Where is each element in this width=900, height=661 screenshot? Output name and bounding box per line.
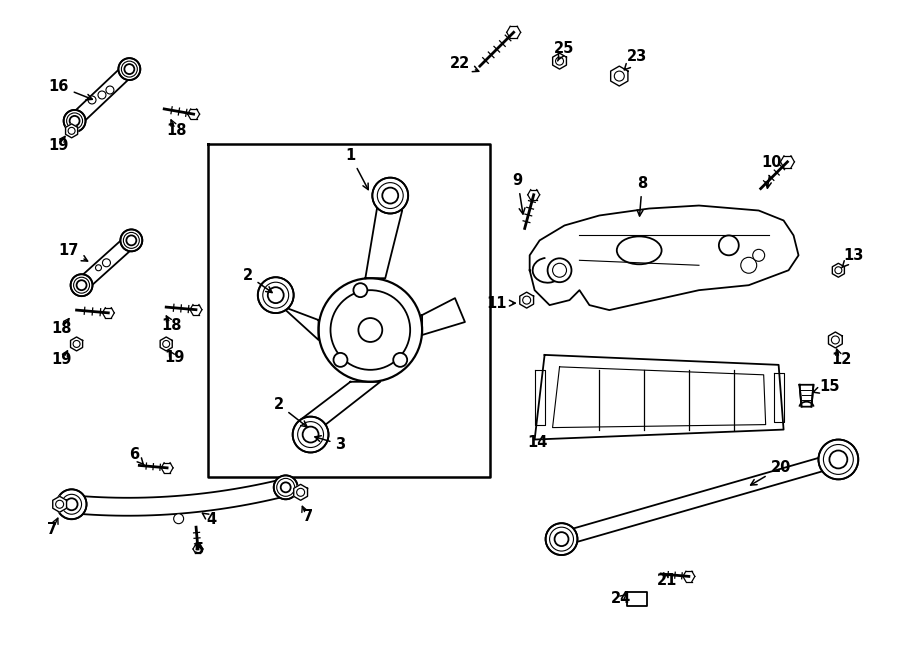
Circle shape (719, 235, 739, 255)
Text: 5: 5 (194, 541, 204, 557)
Text: 11: 11 (487, 295, 515, 311)
Circle shape (88, 96, 96, 104)
Polygon shape (560, 453, 841, 546)
Text: 18: 18 (166, 124, 186, 138)
Text: 17: 17 (58, 243, 87, 261)
Text: 12: 12 (832, 352, 851, 368)
Circle shape (95, 265, 102, 271)
Polygon shape (66, 124, 77, 137)
Polygon shape (553, 53, 566, 69)
Text: 22: 22 (450, 56, 479, 71)
Polygon shape (70, 64, 134, 126)
Text: 19: 19 (164, 350, 184, 366)
Circle shape (373, 178, 409, 214)
Polygon shape (76, 235, 136, 290)
Text: 2: 2 (274, 397, 307, 427)
Text: 9: 9 (513, 173, 525, 214)
Polygon shape (530, 206, 798, 310)
Text: 1: 1 (346, 148, 368, 190)
Text: 16: 16 (49, 79, 93, 100)
Text: 15: 15 (813, 379, 840, 394)
Text: 14: 14 (527, 435, 548, 450)
Circle shape (174, 514, 184, 524)
Circle shape (103, 259, 111, 267)
Circle shape (106, 86, 114, 94)
Polygon shape (422, 298, 465, 335)
Circle shape (119, 58, 140, 80)
Circle shape (98, 91, 106, 99)
Text: 7: 7 (302, 509, 312, 524)
Circle shape (64, 110, 86, 132)
Text: 25: 25 (554, 41, 575, 61)
Circle shape (121, 229, 142, 251)
Polygon shape (293, 485, 308, 500)
Polygon shape (301, 382, 381, 424)
Circle shape (752, 249, 765, 261)
Text: 18: 18 (51, 321, 72, 336)
Text: 10: 10 (761, 155, 782, 188)
Polygon shape (535, 355, 784, 440)
Text: 21: 21 (657, 574, 678, 588)
Circle shape (818, 440, 859, 479)
Polygon shape (799, 385, 814, 407)
Text: 4: 4 (202, 512, 216, 527)
Circle shape (547, 258, 572, 282)
Circle shape (393, 353, 407, 367)
Text: 18: 18 (161, 317, 182, 332)
Text: 13: 13 (842, 248, 863, 268)
Circle shape (334, 353, 347, 367)
Polygon shape (72, 479, 285, 516)
Circle shape (545, 524, 578, 555)
Polygon shape (365, 200, 402, 278)
Text: 24: 24 (611, 592, 632, 606)
Polygon shape (832, 263, 844, 277)
Text: 20: 20 (751, 460, 791, 485)
Circle shape (553, 263, 566, 277)
Polygon shape (520, 292, 534, 308)
Polygon shape (774, 373, 784, 422)
Text: 8: 8 (637, 176, 647, 216)
Circle shape (292, 416, 328, 453)
Circle shape (70, 274, 93, 296)
Polygon shape (266, 300, 319, 340)
Circle shape (354, 283, 367, 297)
Text: 7: 7 (47, 522, 57, 537)
Polygon shape (208, 144, 490, 477)
Polygon shape (627, 592, 647, 606)
Polygon shape (70, 337, 83, 351)
Circle shape (358, 318, 382, 342)
Polygon shape (535, 370, 544, 424)
Circle shape (741, 257, 757, 273)
Circle shape (57, 489, 86, 519)
Text: 19: 19 (51, 352, 72, 368)
Polygon shape (53, 496, 67, 512)
Circle shape (274, 475, 298, 499)
Text: 23: 23 (625, 49, 647, 70)
Polygon shape (160, 337, 172, 351)
Circle shape (257, 277, 293, 313)
Polygon shape (829, 332, 842, 348)
Polygon shape (611, 66, 628, 86)
Circle shape (319, 278, 422, 382)
Text: 19: 19 (49, 138, 68, 153)
Text: 3: 3 (315, 436, 346, 452)
Text: 6: 6 (130, 447, 144, 465)
Text: 2: 2 (243, 268, 272, 293)
